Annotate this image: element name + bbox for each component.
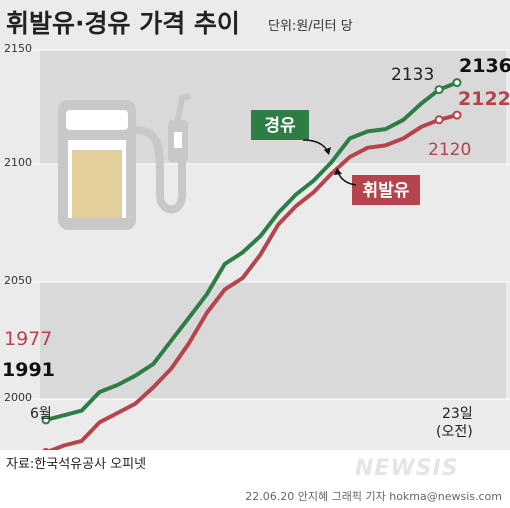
x-end-label: 23일 [442,406,473,422]
credit-label: 22.06.20 안지혜 그래픽 기자 hokma@newsis.com [245,490,502,503]
gasoline-prev-label: 2120 [428,140,471,160]
y-tick-label: 2000 [4,391,32,404]
gasoline-tag-arrowhead [334,168,342,175]
y-tick-label: 2100 [4,156,32,169]
data-point [452,78,462,88]
data-point [452,110,462,120]
fuel-pump-icon [58,93,191,230]
series-line-diesel [45,80,458,422]
diesel-tag: 경유 [264,116,296,136]
gasoline-start-label: 1977 [4,328,52,350]
diesel-prev-label: 2133 [391,65,434,85]
diesel-start-label: 1991 [2,359,55,381]
gridlines [0,49,510,400]
chart-title: 휘발유·경유 가격 추이 [6,9,240,38]
unit-label: 단위:원/리터 당 [268,19,353,34]
gasoline-tag: 휘발유 [363,180,410,201]
diesel-tag-arrowhead [324,147,331,155]
band-bottom [40,282,506,399]
data-point [434,115,444,125]
newsis-watermark: NEWSIS [355,456,459,481]
gasoline-end-label: 2122 [458,88,510,110]
x-end-sublabel: (오전) [436,424,473,440]
source-label: 자료:한국석유공사 오피넷 [6,457,147,472]
y-tick-label: 2050 [4,274,32,287]
data-point [434,85,444,95]
diesel-end-label: 2136 [459,55,510,77]
diesel-tag-box [251,110,309,140]
x-start-label: 6월 [30,406,52,422]
data-point [41,415,51,425]
data-point [42,448,50,450]
gasoline-tag-box [352,175,420,205]
price-trend-chart: 휘발유·경유 가격 추이 단위:원/리터 당 2150 2100 2050 20… [0,0,510,450]
y-tick-label: 2150 [4,42,32,55]
y-axis: 2150 2100 2050 2000 [4,42,32,404]
series-line-gasoline [46,113,458,450]
